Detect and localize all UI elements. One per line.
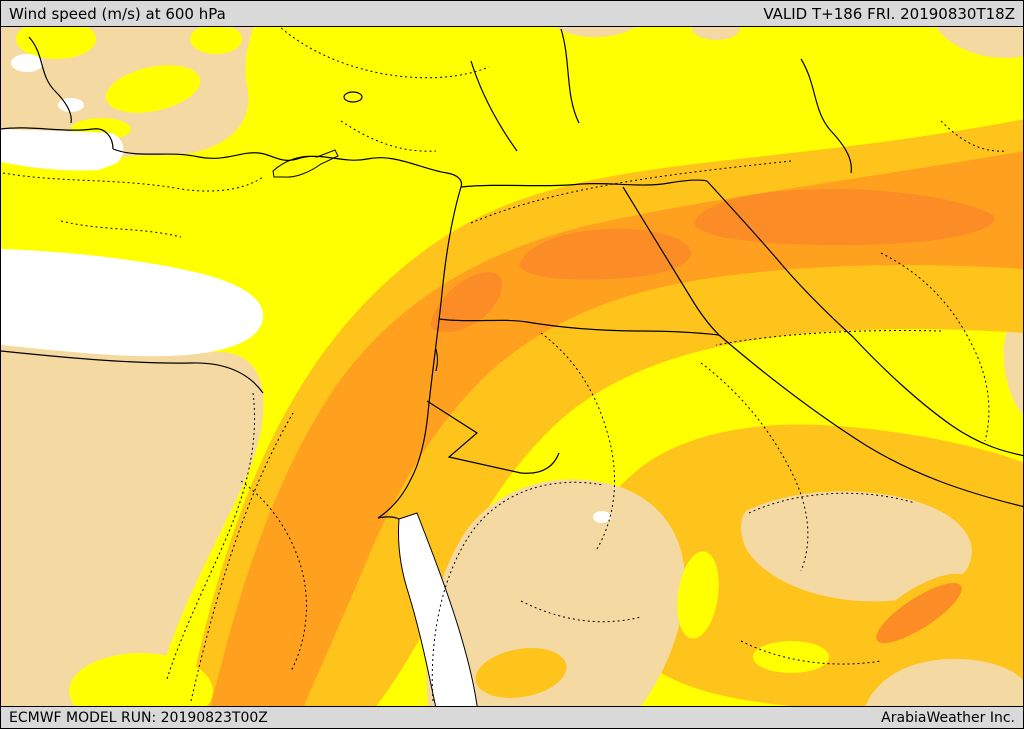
region-sea-white-mediterranean xyxy=(1,249,264,357)
region-yellow-patch-anatolia-3 xyxy=(190,24,242,54)
dotted-contour-7 xyxy=(700,362,809,572)
dead-sea-line xyxy=(435,348,439,372)
river-line-1 xyxy=(470,60,518,152)
border-iraq-saudi xyxy=(718,334,1023,508)
region-sea-white-west-strip xyxy=(1,129,124,171)
region-yellow-patch-anatolia-2 xyxy=(105,65,201,113)
dotted-contour-1 xyxy=(2,172,264,192)
dotted-contour-5 xyxy=(715,330,942,346)
river-line-2 xyxy=(560,28,580,124)
dotted-contour-14 xyxy=(431,481,604,702)
dotted-contour-6 xyxy=(540,332,616,550)
border-jordan-saudi xyxy=(426,400,560,474)
region-tan-southeast-corner xyxy=(863,658,1023,713)
region-tan-egypt xyxy=(1,345,264,713)
coastlines-borders xyxy=(1,28,1023,520)
border-jordan-iraq xyxy=(438,318,720,336)
region-jet-band-amber xyxy=(186,119,1023,713)
border-iraq-iran-north xyxy=(706,180,854,338)
region-streak-core xyxy=(876,583,962,643)
lake-outline xyxy=(343,91,363,103)
border-turkey-syria xyxy=(460,179,708,188)
region-jet-core-levant xyxy=(430,272,503,333)
region-sea-aegean-1 xyxy=(11,54,43,72)
provider-label: ArabiaWeather Inc. xyxy=(881,709,1015,726)
dotted-contour-3 xyxy=(190,412,294,702)
coastline-levant xyxy=(112,148,463,520)
header-bar: Wind speed (m/s) at 600 hPa VALID T+186 … xyxy=(1,1,1023,27)
map-title: Wind speed (m/s) at 600 hPa xyxy=(9,4,226,23)
border-syria-iraq xyxy=(622,186,720,336)
model-run-label: ECMWF MODEL RUN: 20190823T00Z xyxy=(9,709,268,726)
region-amber-patch-south xyxy=(475,648,567,698)
region-white-spot-center xyxy=(593,511,611,523)
coastline-aegean xyxy=(28,36,72,124)
dotted-contour-8 xyxy=(880,252,990,442)
region-tan-arabia-center xyxy=(426,479,685,713)
region-sea-aegean-2 xyxy=(58,98,84,112)
region-yellow-channel-2 xyxy=(753,641,829,673)
border-iraq-iran-south xyxy=(852,336,1023,457)
footer-bar: ECMWF MODEL RUN: 20190823T00Z ArabiaWeat… xyxy=(1,706,1023,728)
dotted-contour-9 xyxy=(240,480,307,672)
dotted-contour-10 xyxy=(60,220,182,238)
valid-time-label: VALID T+186 FRI. 20190830T18Z xyxy=(763,4,1015,23)
dotted-contours xyxy=(2,10,1008,702)
dotted-contour-17 xyxy=(340,120,437,152)
region-yellow-channel-1 xyxy=(677,551,719,639)
region-yellow-patch-anatolia-1 xyxy=(16,19,96,59)
dotted-contour-12 xyxy=(740,640,882,665)
border-turkey-east xyxy=(800,58,852,174)
coastline-egypt xyxy=(1,350,264,394)
dotted-contour-11 xyxy=(520,600,642,623)
coastline-turkey-west xyxy=(1,127,114,150)
region-tan-arabia-east xyxy=(741,491,972,602)
region-jet-core-east xyxy=(694,189,995,246)
region-jet-core-center xyxy=(519,228,692,280)
